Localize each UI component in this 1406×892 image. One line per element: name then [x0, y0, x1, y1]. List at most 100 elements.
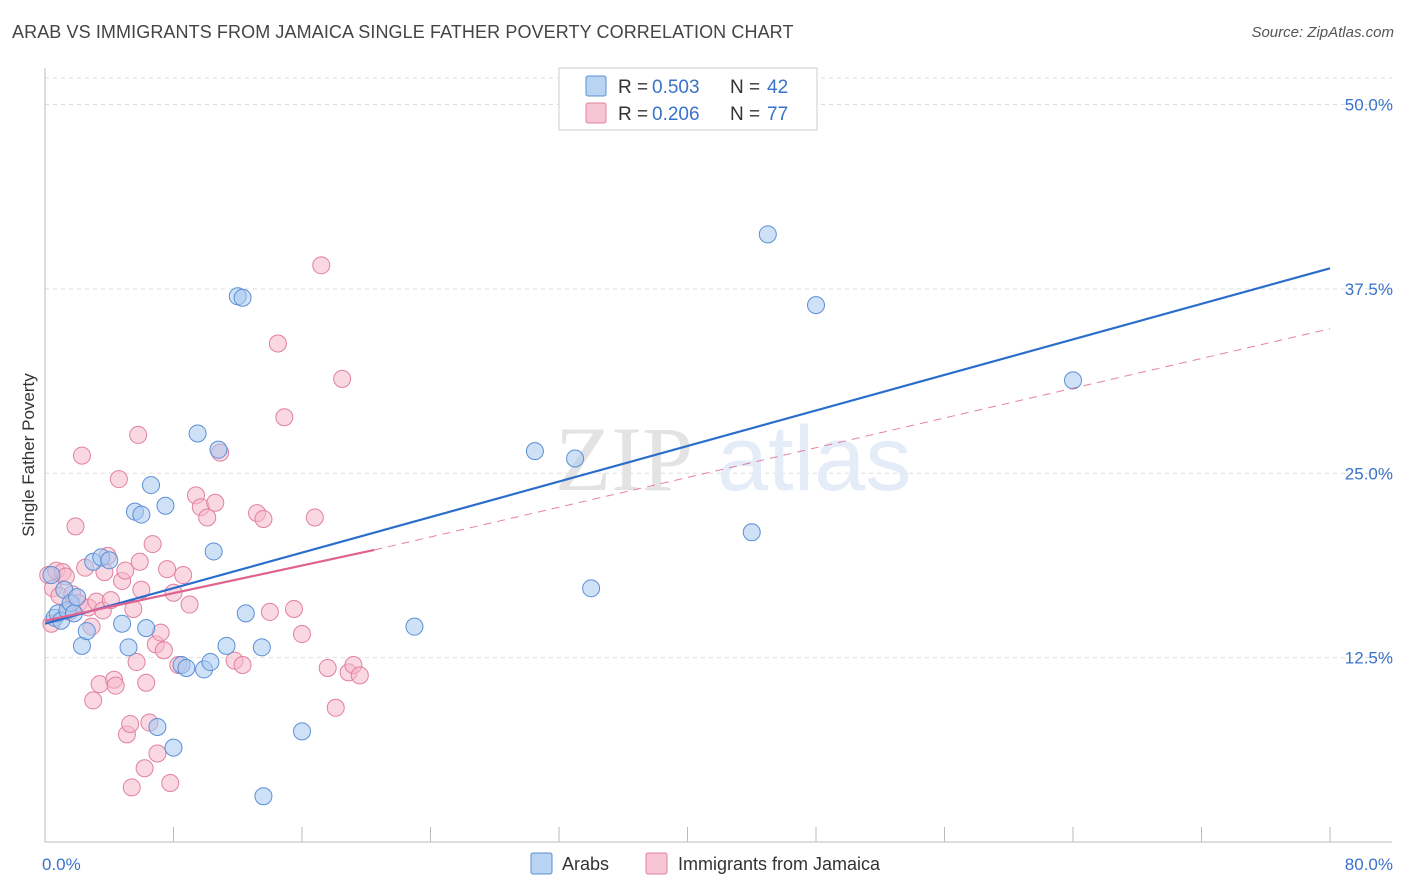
arabs-point-8 — [68, 588, 87, 607]
arabs-point-35 — [254, 787, 273, 806]
legend-r-value-arabs: 0.503 — [652, 77, 700, 98]
arabs-point-25 — [188, 424, 207, 443]
jamaica-point-35 — [135, 759, 154, 778]
trend-lines — [44, 267, 1331, 625]
arabs-point-39 — [566, 449, 585, 468]
jamaica-point-67 — [333, 369, 352, 388]
tick-labels: 12.5% 25.0% 37.5% 50.0% 0.0% 80.0% — [42, 96, 1393, 874]
jamaica-point-15 — [84, 691, 103, 710]
arabs-point-34 — [252, 638, 271, 657]
arabs-point-37 — [405, 617, 424, 636]
legend-n-value-arabs: 42 — [767, 77, 788, 98]
legend-r-value-jamaica: 0.206 — [652, 104, 700, 125]
arabs-point-41 — [742, 523, 761, 542]
jamaica-point-57 — [254, 509, 273, 528]
chart-source: Source: ZipAtlas.com — [1251, 24, 1394, 41]
bottom-legend-swatch-jamaica — [645, 852, 668, 875]
arabs-point-24 — [177, 658, 196, 677]
arabs-point-18 — [137, 619, 156, 638]
jamaica-point-31 — [127, 653, 146, 672]
arabs-point-27 — [201, 653, 220, 672]
arabs-point-21 — [156, 496, 175, 515]
jamaica-point-60 — [275, 408, 294, 427]
arabs-point-0 — [42, 566, 61, 585]
jamaica-point-70 — [350, 666, 369, 685]
arabs-point-29 — [209, 440, 228, 459]
y-tick-label-2: 37.5% — [1345, 280, 1393, 299]
legend-swatch-jamaica — [585, 102, 607, 124]
jamaica-point-29 — [122, 778, 141, 797]
jamaica-trend-extension — [374, 328, 1331, 551]
series-jamaica-points — [39, 256, 369, 797]
jamaica-point-36 — [137, 673, 156, 692]
jamaica-point-40 — [148, 744, 167, 763]
bottom-legend-swatch-arabs — [530, 852, 553, 875]
jamaica-point-33 — [130, 552, 149, 571]
jamaica-point-32 — [129, 425, 148, 444]
jamaica-point-58 — [260, 602, 279, 621]
legend-r-label-jamaica: R = — [618, 104, 648, 125]
jamaica-point-30 — [124, 599, 143, 618]
arabs-point-38 — [525, 442, 544, 461]
x-tick-label-1: 80.0% — [1345, 855, 1393, 874]
jamaica-point-43 — [158, 560, 177, 579]
y-tick-label-3: 50.0% — [1345, 96, 1393, 115]
x-tick-label-0: 0.0% — [42, 855, 81, 874]
jamaica-point-44 — [161, 774, 180, 793]
arabs-point-40 — [582, 579, 601, 598]
bottom-legend-label-arabs: Arabs — [562, 854, 609, 874]
arabs-point-22 — [164, 738, 183, 757]
arabs-point-30 — [217, 636, 236, 655]
jamaica-point-64 — [312, 256, 331, 275]
grid-lines — [45, 77, 1392, 659]
jamaica-point-11 — [72, 446, 91, 465]
legend-swatch-arabs — [585, 75, 607, 97]
arabs-point-15 — [119, 638, 138, 657]
series-arabs-points — [42, 225, 1082, 806]
arabs-trend-line — [44, 267, 1331, 625]
arabs-point-43 — [807, 296, 825, 315]
legend-n-label-jamaica: N = — [730, 104, 760, 125]
watermark: ZIP atlas — [555, 408, 911, 510]
jamaica-point-55 — [233, 656, 252, 675]
legend: R = 0.503 N = 42 R = 0.206 N = 77 — [558, 67, 818, 131]
arabs-point-20 — [148, 717, 167, 736]
arabs-point-44 — [1064, 371, 1082, 390]
y-axis-label: Single Father Poverty — [19, 373, 38, 537]
jamaica-point-61 — [284, 599, 303, 618]
arabs-point-10 — [77, 622, 96, 641]
jamaica-point-34 — [132, 580, 151, 599]
jamaica-point-9 — [66, 517, 85, 536]
chart-title: ARAB VS IMMIGRANTS FROM JAMAICA SINGLE F… — [12, 22, 794, 42]
arabs-point-14 — [113, 614, 132, 633]
arabs-point-42 — [758, 225, 777, 244]
jamaica-point-63 — [305, 508, 324, 527]
watermark-atlas: atlas — [717, 408, 911, 510]
jamaica-point-47 — [174, 566, 193, 585]
arabs-point-32 — [233, 288, 252, 307]
arabs-point-36 — [293, 722, 311, 741]
arabs-point-33 — [236, 604, 255, 623]
jamaica-point-38 — [143, 535, 162, 554]
jamaica-point-48 — [180, 595, 199, 614]
jamaica-point-52 — [206, 493, 225, 512]
jamaica-point-62 — [293, 625, 311, 644]
arabs-point-19 — [142, 476, 161, 495]
jamaica-trend-line — [44, 548, 375, 622]
jamaica-point-26 — [116, 561, 135, 580]
jamaica-point-65 — [318, 658, 337, 677]
legend-n-value-jamaica: 77 — [767, 104, 788, 125]
y-tick-label-1: 25.0% — [1345, 464, 1393, 483]
jamaica-point-66 — [326, 698, 345, 717]
jamaica-point-59 — [268, 334, 287, 353]
arabs-point-13 — [100, 551, 119, 570]
legend-r-label-arabs: R = — [618, 77, 648, 98]
bottom-legend: Arabs Immigrants from Jamaica — [530, 852, 881, 875]
jamaica-point-28 — [121, 715, 140, 734]
jamaica-point-24 — [109, 470, 128, 489]
jamaica-point-42 — [154, 641, 173, 660]
arabs-point-28 — [204, 542, 223, 561]
y-tick-label-0: 12.5% — [1345, 649, 1393, 668]
jamaica-point-51 — [198, 508, 217, 527]
